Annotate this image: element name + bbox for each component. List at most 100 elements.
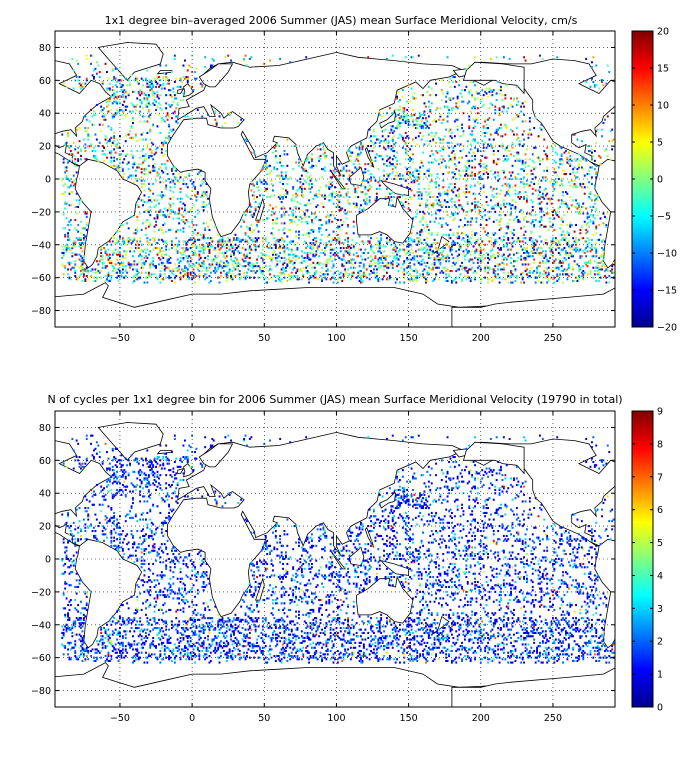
data-bin [452,171,455,174]
data-bin [468,159,471,162]
data-bin [591,158,593,161]
data-bin [332,273,335,276]
data-bin [552,255,554,258]
data-bin [422,125,424,128]
data-bin [579,228,582,231]
data-bin [194,228,196,231]
data-bin [540,128,543,131]
data-bin [123,242,126,245]
data-bin [285,270,287,273]
data-bin [544,194,547,197]
data-bin [302,217,305,220]
data-bin [62,212,65,215]
landmass [74,158,143,269]
data-bin [595,251,598,254]
data-bin [523,196,525,199]
data-bin [579,159,582,162]
data-bin [113,148,116,151]
data-bin [409,156,411,159]
data-bin [129,136,131,139]
data-bin [495,196,498,199]
data-bin [475,117,478,120]
data-bin [397,120,400,123]
data-bin [401,248,404,251]
data-bin [579,248,582,251]
data-bin [572,171,575,174]
data-bin [264,163,267,166]
data-bin [214,247,217,250]
data-bin [331,156,334,159]
data-bin [150,273,153,276]
data-bin [136,240,139,243]
data-bin [592,220,595,223]
data-bin [75,199,78,202]
data-bin [136,150,139,153]
data-bin [515,215,518,218]
data-bin [336,281,339,284]
data-bin [436,202,439,205]
data-bin [140,258,143,261]
data-bin [547,266,550,269]
data-bin [209,271,212,274]
data-bin [339,271,342,274]
data-bin [384,196,387,199]
data-bin [344,250,347,253]
data-bin [417,240,420,243]
data-bin [373,130,375,133]
data-bin [547,279,550,282]
data-bin [567,256,570,259]
data-bin [355,146,358,149]
data-bin [371,258,374,261]
data-bin [106,253,108,256]
data-bin [475,232,478,235]
data-bin [285,196,287,199]
data-bin [266,182,269,185]
data-bin [215,270,218,273]
data-bin [572,168,575,171]
data-bin [74,260,77,263]
data-bin [404,166,407,169]
data-bin [534,176,537,179]
data-bin [189,179,192,182]
data-bin [552,184,554,187]
data-bin [393,150,396,153]
data-bin [449,237,452,240]
data-bin [311,212,313,215]
data-bin [172,196,175,199]
data-bin [357,196,360,199]
data-bin [547,273,550,276]
data-bin [560,158,563,161]
data-bin [360,151,362,154]
data-bin [502,204,505,207]
data-bin [546,156,549,159]
data-bin [462,232,465,235]
data-bin [432,202,435,205]
data-bin [604,240,606,243]
data-bin [352,245,355,248]
data-bin [443,199,446,202]
data-bin [292,240,295,243]
data-bin [588,145,590,148]
data-bin [306,171,309,174]
data-bin [220,265,222,268]
data-bin [562,273,564,276]
data-bin [401,146,404,149]
data-bin [466,161,469,164]
data-bin [583,174,586,177]
data-bin [412,138,414,141]
data-bin [598,268,601,271]
data-bin [82,138,85,141]
data-bin [426,270,429,273]
data-bin [482,150,485,153]
data-bin [361,146,364,149]
data-bin [67,233,69,236]
data-bin [123,250,126,253]
data-bin [410,115,413,118]
data-bin [342,196,345,199]
data-bin [390,163,393,166]
data-bin [81,250,84,253]
data-bin [160,197,163,200]
data-bin [259,268,261,271]
data-bin [394,141,397,144]
data-bin [474,125,476,128]
